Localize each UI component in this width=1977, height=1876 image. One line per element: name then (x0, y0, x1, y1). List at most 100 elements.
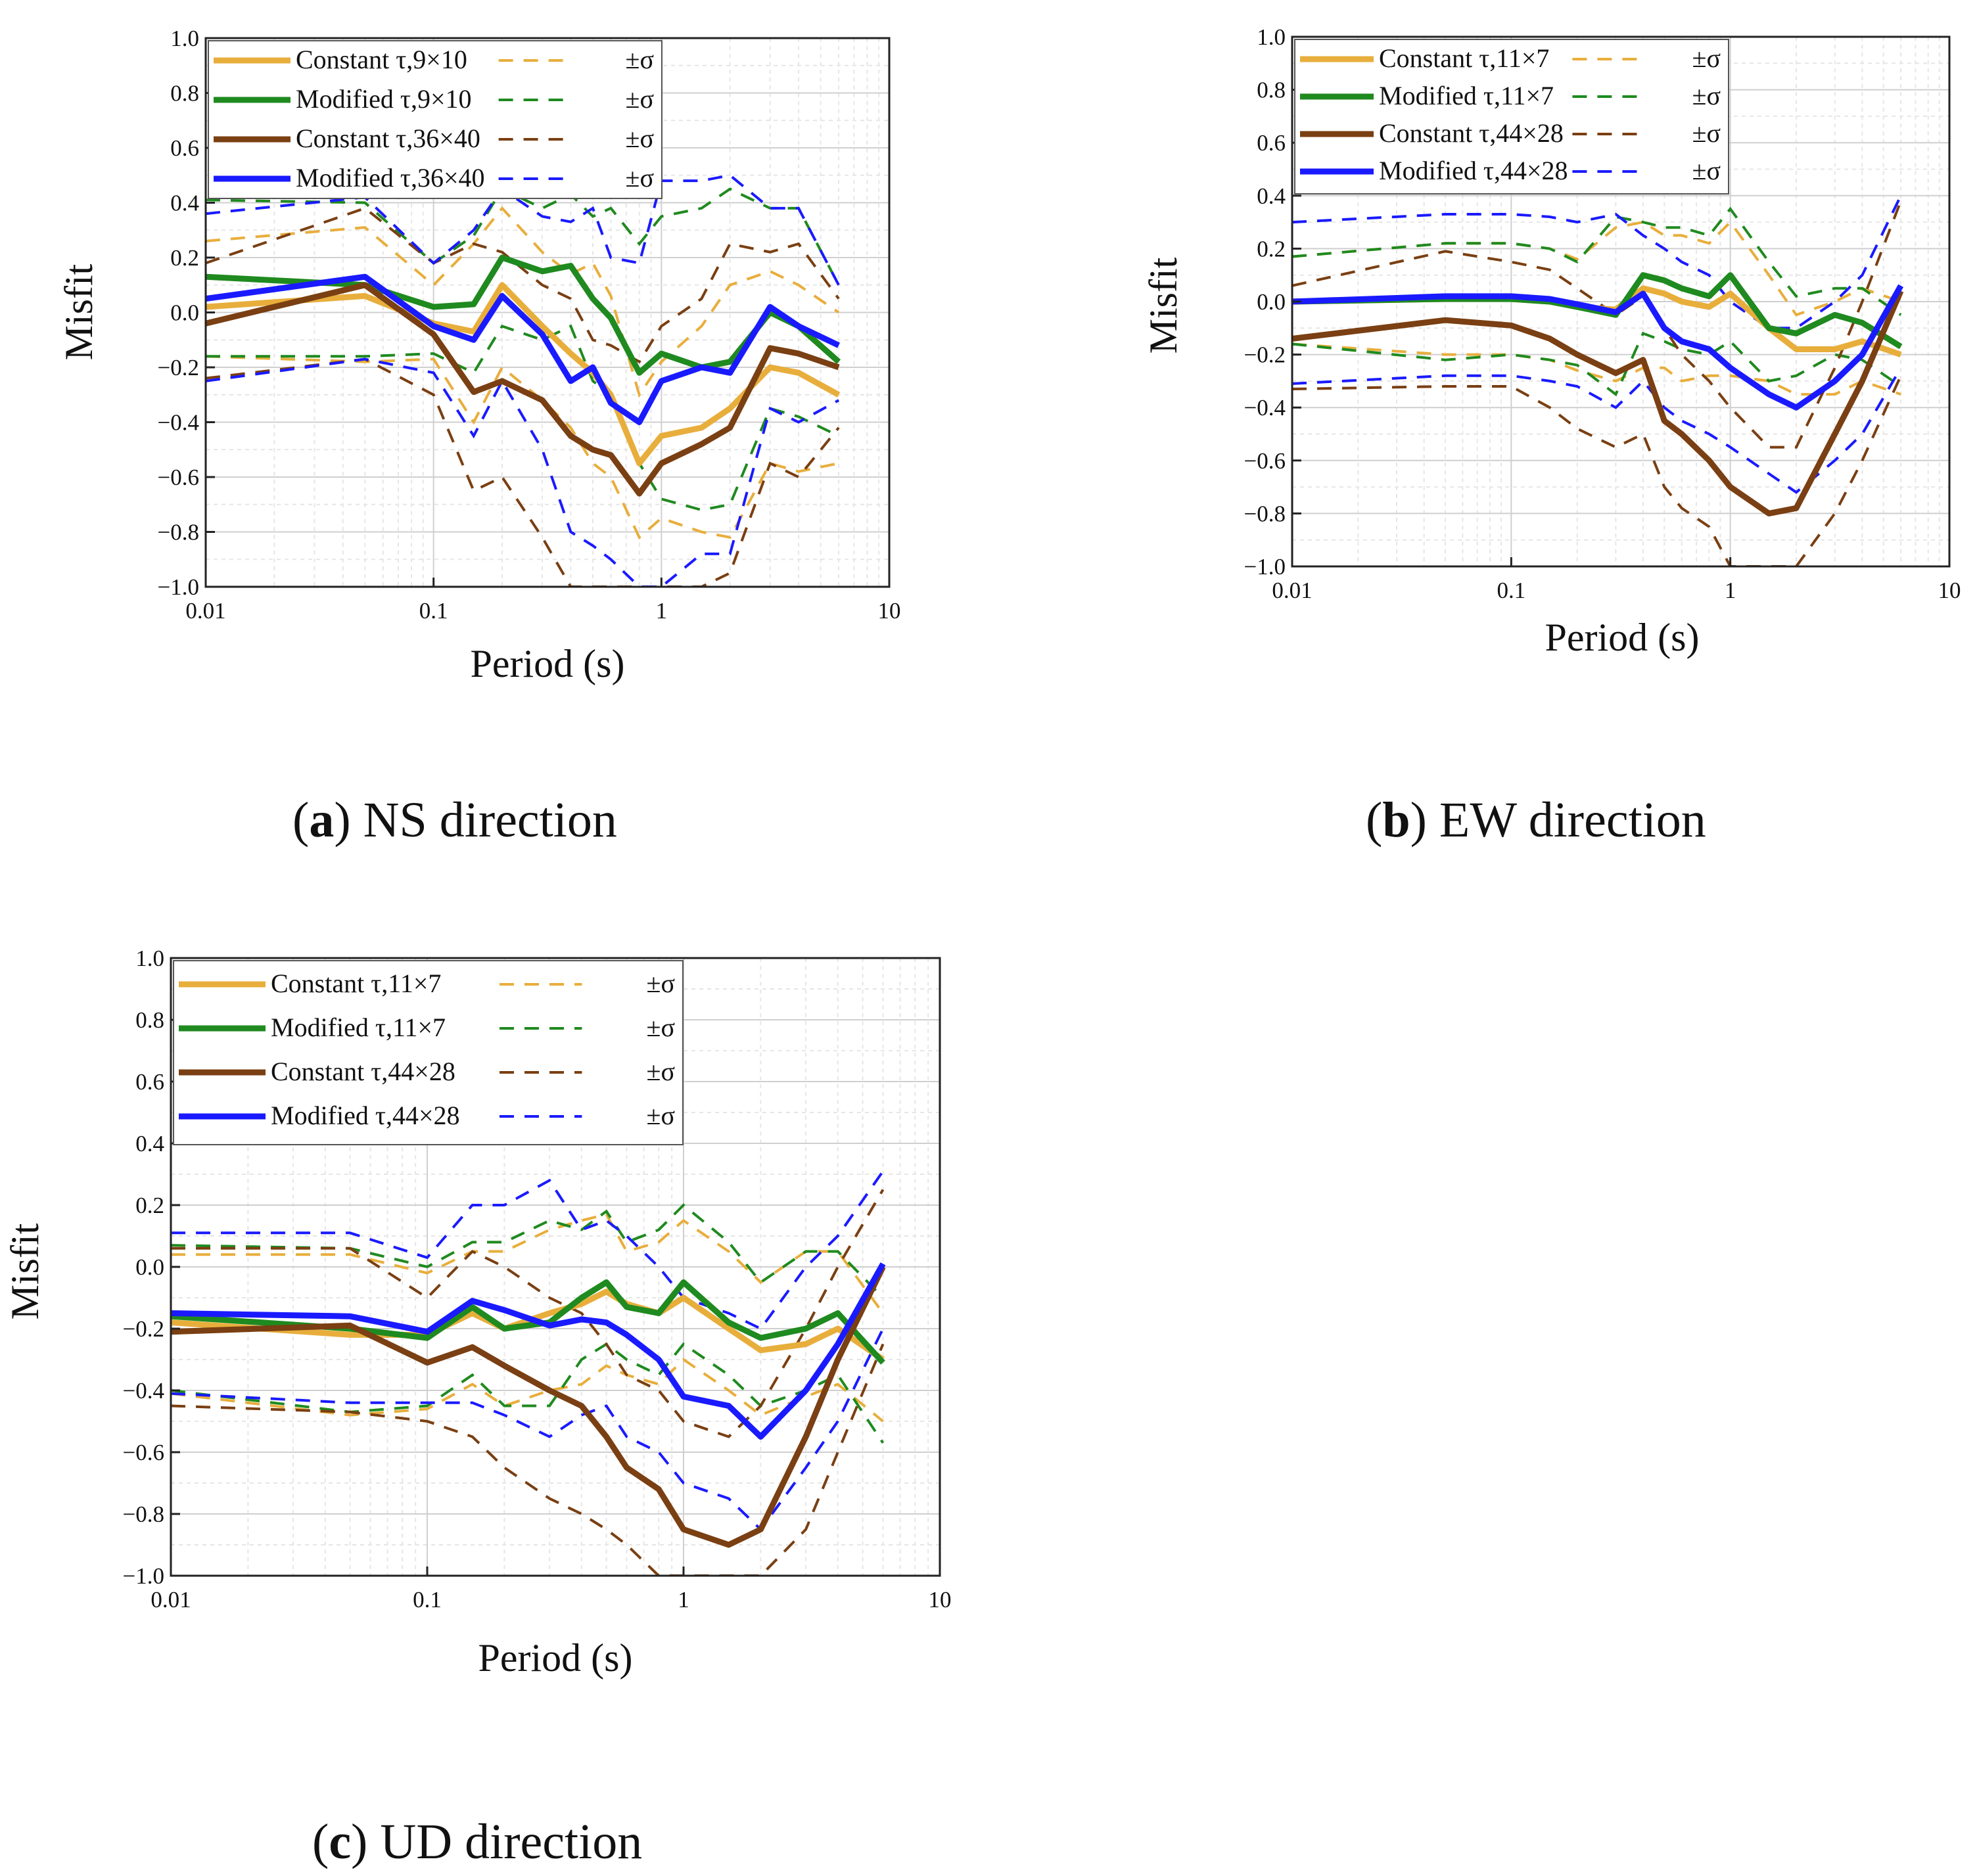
series-1-sigma-lower (171, 1342, 885, 1444)
series-3-sigma-upper (1292, 194, 1902, 330)
x-axis-label: Period (s) (1545, 616, 1700, 659)
series-2-line (171, 1266, 886, 1548)
chart-panel-a: 0.01 0.1 1 10 1.0 0.8 0.6 0.4 0.2 0.0 −0.2 −0.4 −0.6… (57, 26, 901, 685)
y-tick-label: −0.6 (158, 465, 200, 490)
series-2-sigma-upper (1292, 200, 1902, 449)
x-tick-label: 10 (1938, 578, 1961, 603)
y-tick-label: −0.2 (158, 355, 200, 380)
legend-sigma-label: ±σ (1692, 118, 1721, 148)
y-tick-label: 0.6 (170, 135, 199, 161)
series-1-sigma-upper (206, 187, 840, 286)
y-axis-label: Misfit (57, 263, 101, 360)
legend-label: Modified τ,11×7 (271, 1013, 446, 1042)
legend-label: Constant τ,44×28 (271, 1057, 455, 1086)
caption-c: (c) UD direction (312, 1814, 643, 1869)
y-tick-label: −0.2 (1244, 342, 1286, 368)
series-2-line (1292, 290, 1904, 516)
series-3-sigma-lower (171, 1328, 885, 1532)
legend-box (208, 40, 663, 199)
y-tick-label: 1.0 (135, 946, 164, 971)
legend-sigma-label: ±σ (646, 969, 675, 998)
series-0-sigma-upper (206, 206, 840, 398)
y-axis-label: Misfit (1142, 257, 1185, 354)
series-1-sigma-lower (1292, 331, 1902, 397)
series-0-sigma-lower (171, 1358, 884, 1423)
series-2-line (206, 282, 840, 497)
legend: Constant τ,11×7 ±σ Modified τ,11×7 ±σ Consta… (173, 960, 684, 1145)
y-tick-label: −0.8 (158, 520, 200, 545)
x-tick-label: 0.1 (413, 1587, 442, 1613)
y-tick-label: −0.8 (123, 1501, 165, 1527)
legend-sigma-label: ±σ (1692, 43, 1721, 73)
chart-panel-c: 0.01 0.1 1 10 1.0 0.8 0.6 0.4 0.2 0.0 −0.2 −0.4 −0.6… (3, 946, 952, 1680)
y-tick-label: −0.4 (1244, 395, 1286, 421)
legend-label: Modified τ,11×7 (1379, 81, 1554, 110)
y-tick-label: −0.4 (123, 1378, 165, 1404)
x-tick-label: 10 (878, 598, 901, 624)
y-axis-label: Misfit (3, 1223, 47, 1319)
legend-label: Constant τ,11×7 (1379, 43, 1549, 73)
series-3-line (1292, 284, 1904, 411)
y-tick-label: −0.4 (158, 410, 200, 436)
caption-a: (a) NS direction (292, 792, 617, 848)
legend-sigma-label: ±σ (625, 163, 654, 193)
legend-sigma-label: ±σ (625, 84, 654, 114)
series-1-sigma-upper (1292, 206, 1902, 316)
legend-sigma-label: ±σ (646, 1057, 675, 1086)
x-tick-label: 10 (929, 1587, 952, 1613)
y-tick-label: 0.8 (135, 1007, 164, 1033)
legend: Constant τ,9×10 ±σ Modified τ,9×10 ±σ Consta… (208, 40, 663, 199)
legend-sigma-label: ±σ (1692, 156, 1721, 185)
y-tick-label: 0.8 (170, 81, 199, 106)
x-tick-label: 1 (656, 598, 668, 624)
series-2-sigma-upper (206, 206, 840, 364)
x-tick-label: 0.1 (419, 598, 448, 624)
y-tick-label: −1.0 (1244, 554, 1286, 580)
y-tick-label: 0.4 (135, 1131, 164, 1156)
series-2-sigma-upper (171, 1189, 885, 1438)
x-tick-label: 1 (1725, 578, 1736, 603)
y-tick-label: −0.8 (1244, 501, 1286, 526)
y-tick-label: 1.0 (170, 26, 199, 51)
y-tick-label: 0.2 (1257, 236, 1286, 262)
y-tick-label: 0.2 (170, 245, 199, 271)
y-tick-label: 1.0 (1257, 24, 1286, 50)
y-tick-label: −1.0 (158, 574, 200, 600)
legend-sigma-label: ±σ (625, 124, 654, 153)
y-tick-label: 0.2 (135, 1193, 164, 1218)
legend: Constant τ,11×7 ±σ Modified τ,11×7 ±σ Consta… (1294, 39, 1729, 194)
series-3-sigma-lower (206, 357, 840, 587)
legend-sigma-label: ±σ (1692, 81, 1721, 110)
series-1-line (171, 1279, 885, 1365)
series-2-sigma-lower (171, 1343, 885, 1576)
chart-panel-b: 0.01 0.1 1 10 1.0 0.8 0.6 0.4 0.2 0.0 −0.2 −0.4 −0.6… (1142, 24, 1961, 659)
legend-label: Modified τ,44×28 (1379, 156, 1568, 185)
x-tick-label: 0.01 (185, 598, 225, 624)
legend-sigma-label: ±σ (625, 45, 654, 74)
series-3-sigma-upper (171, 1170, 885, 1331)
series-3-line (206, 273, 841, 425)
y-tick-label: −1.0 (123, 1563, 165, 1589)
legend-label: Modified τ,9×10 (296, 84, 472, 114)
series-2-sigma-lower (1292, 375, 1902, 566)
series-3-line (171, 1262, 886, 1440)
y-tick-label: −0.6 (123, 1440, 165, 1465)
legend-box (1294, 39, 1729, 194)
series-0-sigma-lower (206, 355, 839, 540)
y-tick-label: −0.2 (123, 1316, 165, 1342)
x-axis-label: Period (s) (471, 642, 625, 685)
legend-sigma-label: ±σ (646, 1101, 675, 1130)
x-axis-label: Period (s) (478, 1636, 633, 1680)
y-tick-label: 0.4 (1257, 183, 1286, 209)
y-tick-label: −0.6 (1244, 448, 1286, 474)
x-tick-label: 1 (678, 1587, 689, 1613)
x-tick-label: 0.01 (151, 1587, 191, 1613)
legend-label: Modified τ,36×40 (296, 163, 485, 193)
y-tick-label: 0.6 (1257, 130, 1286, 156)
y-tick-label: 0.0 (1257, 289, 1286, 315)
legend-label: Modified τ,44×28 (271, 1101, 460, 1130)
legend-label: Constant τ,9×10 (296, 45, 467, 74)
y-tick-label: 0.0 (135, 1254, 164, 1280)
legend-label: Constant τ,44×28 (1379, 118, 1564, 148)
